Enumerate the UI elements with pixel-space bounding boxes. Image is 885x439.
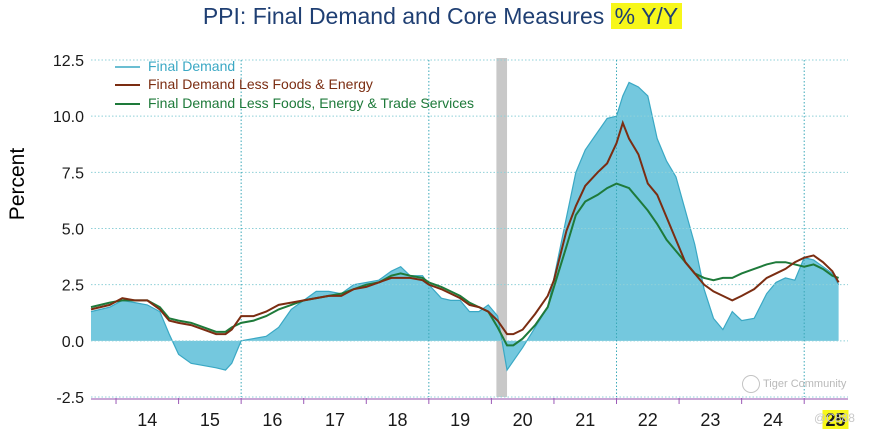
x-tick-label: 22 xyxy=(638,410,658,430)
series-core-fet-line xyxy=(90,182,839,347)
x-tick-label: 21 xyxy=(575,410,595,430)
chart-title-highlight: % Y/Y xyxy=(610,3,683,29)
x-tick-label: 15 xyxy=(200,410,220,430)
y-tick-label: 10.0 xyxy=(53,109,84,126)
chart-title: PPI: Final Demand and Core Measures % Y/… xyxy=(0,3,885,30)
x-tick-label: 17 xyxy=(325,410,345,430)
chart-title-text: PPI: Final Demand and Core Measures xyxy=(202,3,605,29)
series-final-demand-area xyxy=(91,82,839,371)
y-tick-label: 7.5 xyxy=(62,165,84,182)
legend-label-0: Final Demand xyxy=(148,58,235,74)
recession-band xyxy=(496,58,508,397)
watermark-brand: Tiger Community xyxy=(763,378,847,390)
x-tick-highlight xyxy=(822,410,849,429)
tiger-logo-icon xyxy=(742,375,760,393)
watermark-user: @C888 xyxy=(814,411,855,425)
y-tick-label: 5.0 xyxy=(62,222,84,239)
x-tick-label: 20 xyxy=(513,410,533,430)
series-core-fe-line xyxy=(90,119,840,336)
x-tick-label-highlighted: 25 xyxy=(825,410,845,430)
y-tick-label: 12.5 xyxy=(53,53,84,70)
series-final-demand-line xyxy=(90,81,840,372)
x-tick-label: 24 xyxy=(763,410,783,430)
x-tick-label: 19 xyxy=(450,410,470,430)
y-tick-label: 2.5 xyxy=(62,278,84,295)
y-tick-label: -2.5 xyxy=(56,390,84,407)
x-tick-label: 14 xyxy=(137,410,157,430)
legend-label-1: Final Demand Less Foods & Energy xyxy=(148,76,373,92)
x-axis-line xyxy=(91,398,848,400)
x-tick-label: 16 xyxy=(262,410,282,430)
y-tick-label: 0.0 xyxy=(62,334,84,351)
x-tick-label: 23 xyxy=(700,410,720,430)
legend-label-2: Final Demand Less Foods, Energy & Trade … xyxy=(148,95,474,111)
watermark: Tiger Community xyxy=(742,375,846,393)
x-tick-label: 18 xyxy=(388,410,408,430)
